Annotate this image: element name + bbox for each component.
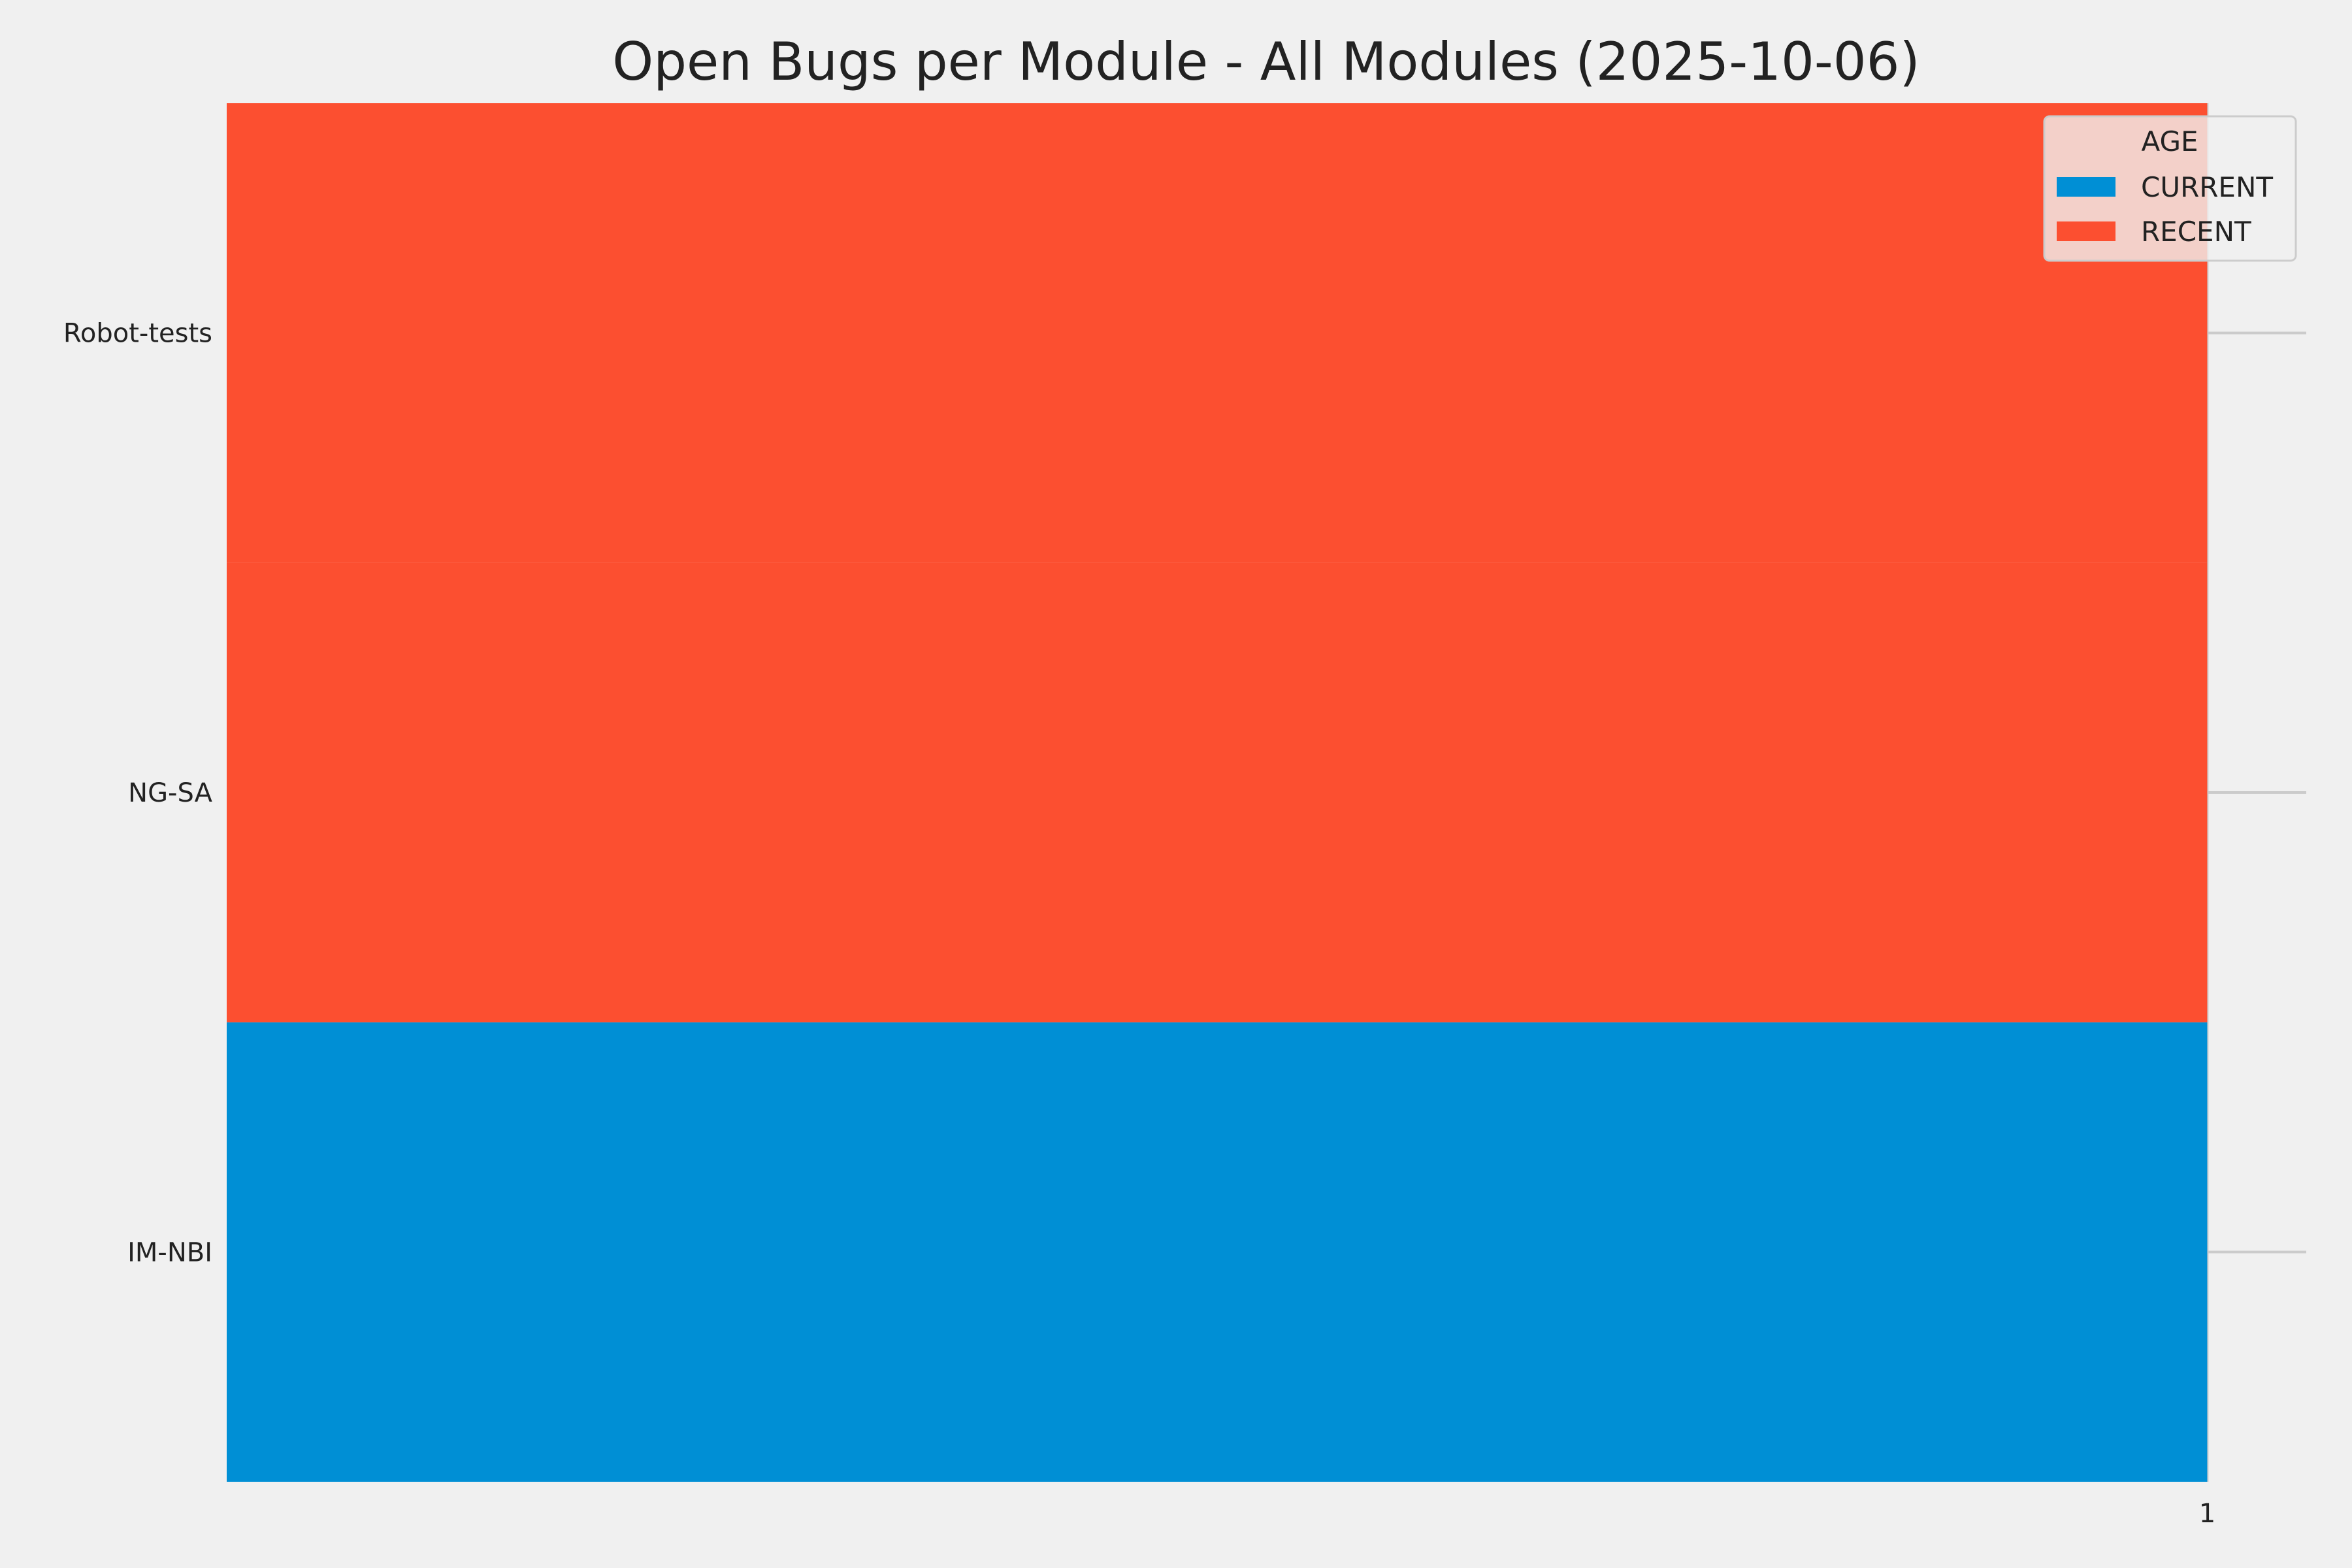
y-tick-label: IM-NBI bbox=[127, 1237, 212, 1267]
bars bbox=[227, 103, 2208, 1482]
bar-current-im-nbi bbox=[227, 1022, 2208, 1482]
y-tick-label: Robot-tests bbox=[63, 319, 212, 349]
chart-title: Open Bugs per Module - All Modules (2025… bbox=[612, 31, 1919, 92]
bar-recent-ng-sa bbox=[227, 563, 2208, 1022]
bar-recent-robot-tests bbox=[227, 103, 2208, 563]
legend-label: RECENT bbox=[2141, 216, 2251, 248]
legend-title: AGE bbox=[2141, 125, 2198, 157]
legend-swatch-current bbox=[2057, 177, 2115, 197]
y-tick-label: NG-SA bbox=[128, 778, 212, 808]
x-tick-labels: 1 bbox=[2199, 1499, 2215, 1529]
legend-swatch-recent bbox=[2057, 221, 2115, 241]
legend-label: CURRENT bbox=[2141, 171, 2273, 203]
legend: AGE CURRENT RECENT bbox=[2043, 115, 2297, 262]
x-tick-label: 1 bbox=[2199, 1499, 2215, 1529]
y-tick-labels: IM-NBI NG-SA Robot-tests bbox=[63, 319, 213, 1268]
